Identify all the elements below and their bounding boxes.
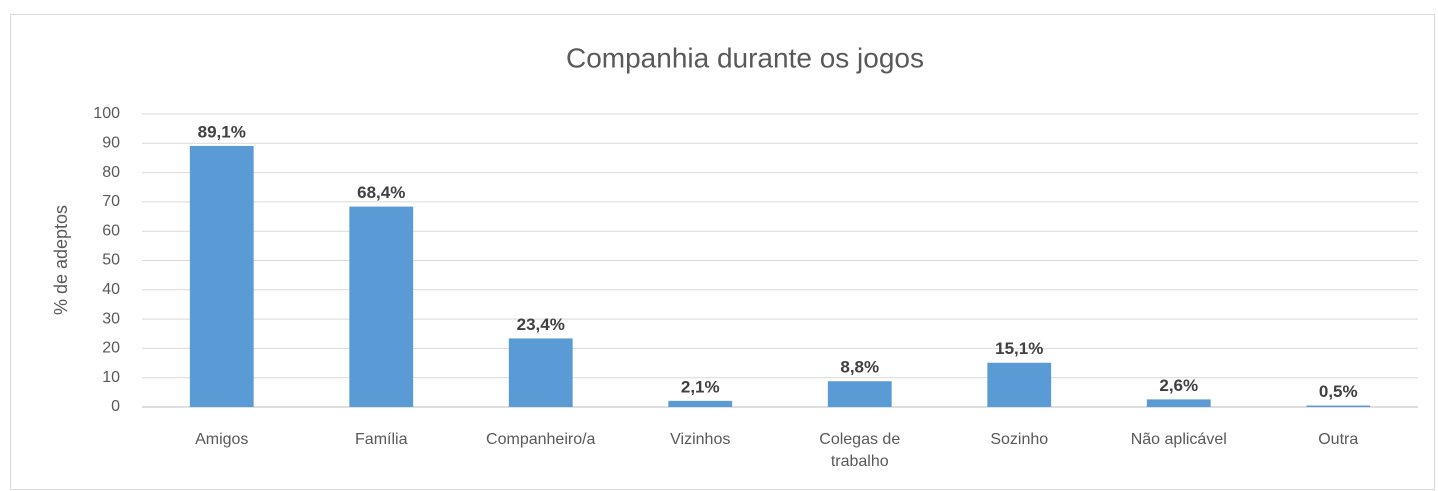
y-tick-label: 20 [102,340,120,357]
x-tick-label: Outra [1318,431,1359,448]
data-label: 8,8% [840,358,879,377]
data-label: 0,5% [1319,382,1358,401]
bar [349,206,414,407]
y-tick-label: 60 [102,222,120,239]
y-axis-label: % de adeptos [51,205,71,315]
data-label: 23,4% [517,315,565,334]
bar [189,145,254,407]
chart-title: Companhia durante os jogos [566,42,924,73]
bar [1146,399,1211,407]
y-tick-label: 0 [111,398,120,415]
bar [987,362,1052,407]
bar [827,381,892,407]
y-tick-label: 100 [93,105,120,122]
bar [668,400,733,407]
y-tick-label: 30 [102,310,120,327]
bar [1306,405,1371,407]
x-tick-label: Amigos [195,431,249,448]
data-label: 2,1% [681,377,720,396]
x-tick-label: Colegas de trabalho [819,431,901,470]
x-tick-label: Família [355,431,408,448]
data-label: 15,1% [995,339,1043,358]
data-label: 68,4% [357,183,405,202]
x-tick-label: Sozinho [990,431,1049,448]
y-tick-label: 80 [102,164,120,181]
bar [508,338,573,407]
y-tick-label: 40 [102,281,120,298]
y-tick-label: 90 [102,135,120,152]
y-tick-label: 70 [102,193,120,210]
x-tick-label: Vizinhos [670,431,731,448]
y-tick-label: 10 [102,369,120,386]
data-label: 89,1% [198,122,246,141]
x-tick-label: Companheiro/a [486,431,596,448]
y-tick-label: 50 [102,252,120,269]
data-label: 2,6% [1159,376,1198,395]
x-tick-label: Não aplicável [1130,431,1227,448]
